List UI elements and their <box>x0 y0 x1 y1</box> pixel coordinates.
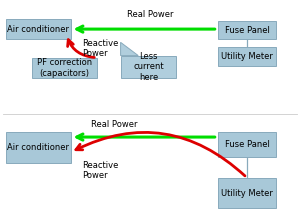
Text: Fuse Panel: Fuse Panel <box>225 140 269 149</box>
Text: Reactive
Power: Reactive Power <box>82 39 119 58</box>
Text: Real Power: Real Power <box>92 120 138 129</box>
Text: Reactive
Power: Reactive Power <box>82 161 119 180</box>
FancyBboxPatch shape <box>218 132 276 157</box>
FancyBboxPatch shape <box>121 56 176 78</box>
Text: Less
current
here: Less current here <box>133 52 164 82</box>
Text: Fuse Panel: Fuse Panel <box>225 26 269 35</box>
FancyBboxPatch shape <box>218 47 276 66</box>
Text: Utility Meter: Utility Meter <box>221 52 273 61</box>
Text: Air conditioner: Air conditioner <box>7 143 69 152</box>
FancyBboxPatch shape <box>6 19 70 39</box>
FancyBboxPatch shape <box>218 21 276 39</box>
Text: Air conditioner: Air conditioner <box>7 25 69 34</box>
Text: PF correction
(capacitors): PF correction (capacitors) <box>37 58 92 78</box>
Polygon shape <box>121 42 138 56</box>
FancyBboxPatch shape <box>32 58 97 78</box>
Text: Utility Meter: Utility Meter <box>221 189 273 198</box>
FancyBboxPatch shape <box>218 178 276 208</box>
Text: Real Power: Real Power <box>127 10 173 19</box>
FancyBboxPatch shape <box>6 132 70 163</box>
